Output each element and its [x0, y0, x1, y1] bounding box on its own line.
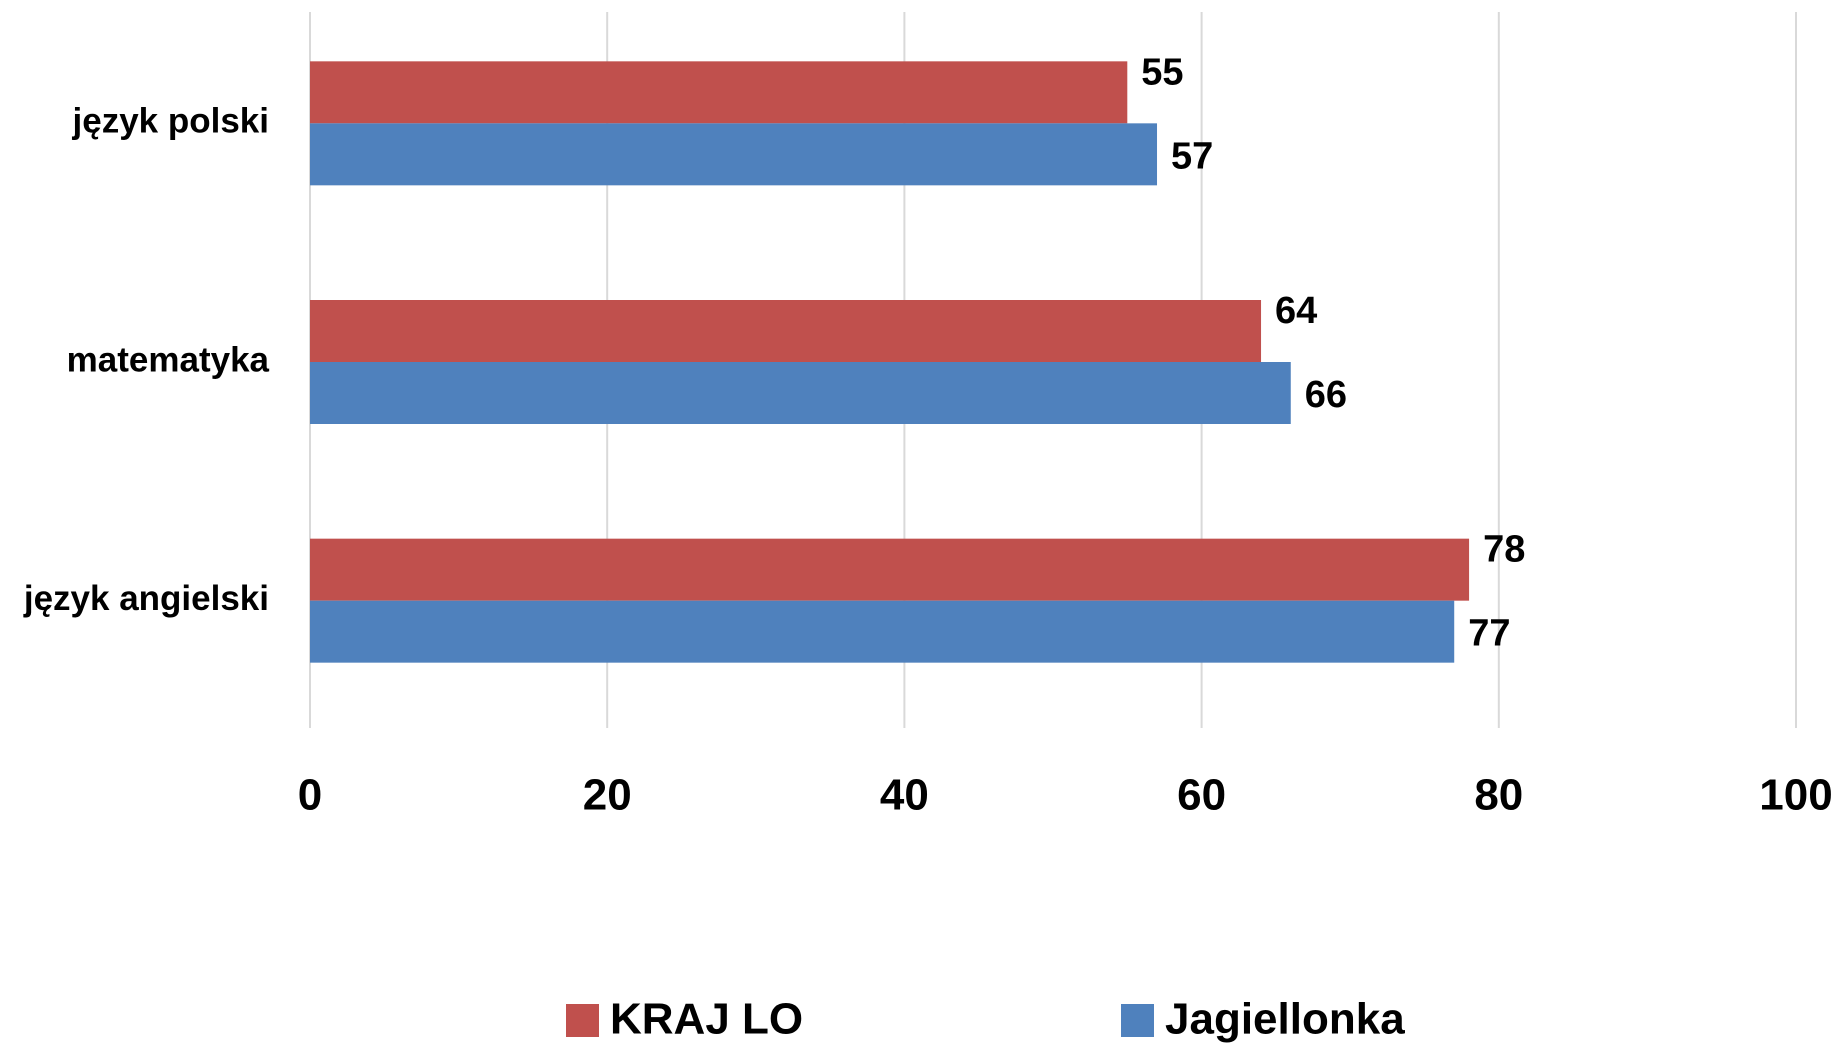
- legend-marker: [1121, 1004, 1154, 1037]
- x-tick-label: 40: [880, 771, 929, 820]
- x-tick-label: 60: [1177, 771, 1226, 820]
- value-label: 55: [1141, 51, 1183, 93]
- x-tick-label: 0: [298, 771, 322, 820]
- value-label: 77: [1468, 613, 1510, 655]
- bar: [310, 601, 1454, 663]
- x-tick-label: 20: [583, 771, 632, 820]
- x-tick-label: 100: [1759, 771, 1832, 820]
- legend-label: Jagiellonka: [1165, 995, 1405, 1044]
- x-tick-label: 80: [1474, 771, 1523, 820]
- value-label: 66: [1305, 374, 1347, 416]
- bar: [310, 362, 1291, 424]
- chart: 0 20 40 60 80 100 język polski 55 57 matematyka 64…: [0, 0, 1841, 1049]
- legend-marker: [566, 1004, 599, 1037]
- bar: [310, 539, 1469, 601]
- legend-label: KRAJ LO: [610, 995, 803, 1044]
- bar: [310, 300, 1261, 362]
- y-tick-label: język polski: [72, 102, 269, 141]
- y-tick-label: język angielski: [23, 579, 269, 618]
- value-label: 64: [1275, 290, 1317, 332]
- value-label: 57: [1171, 135, 1213, 177]
- bar: [310, 123, 1157, 185]
- y-tick-label: matematyka: [67, 340, 270, 379]
- bar: [310, 61, 1127, 123]
- value-label: 78: [1483, 529, 1525, 571]
